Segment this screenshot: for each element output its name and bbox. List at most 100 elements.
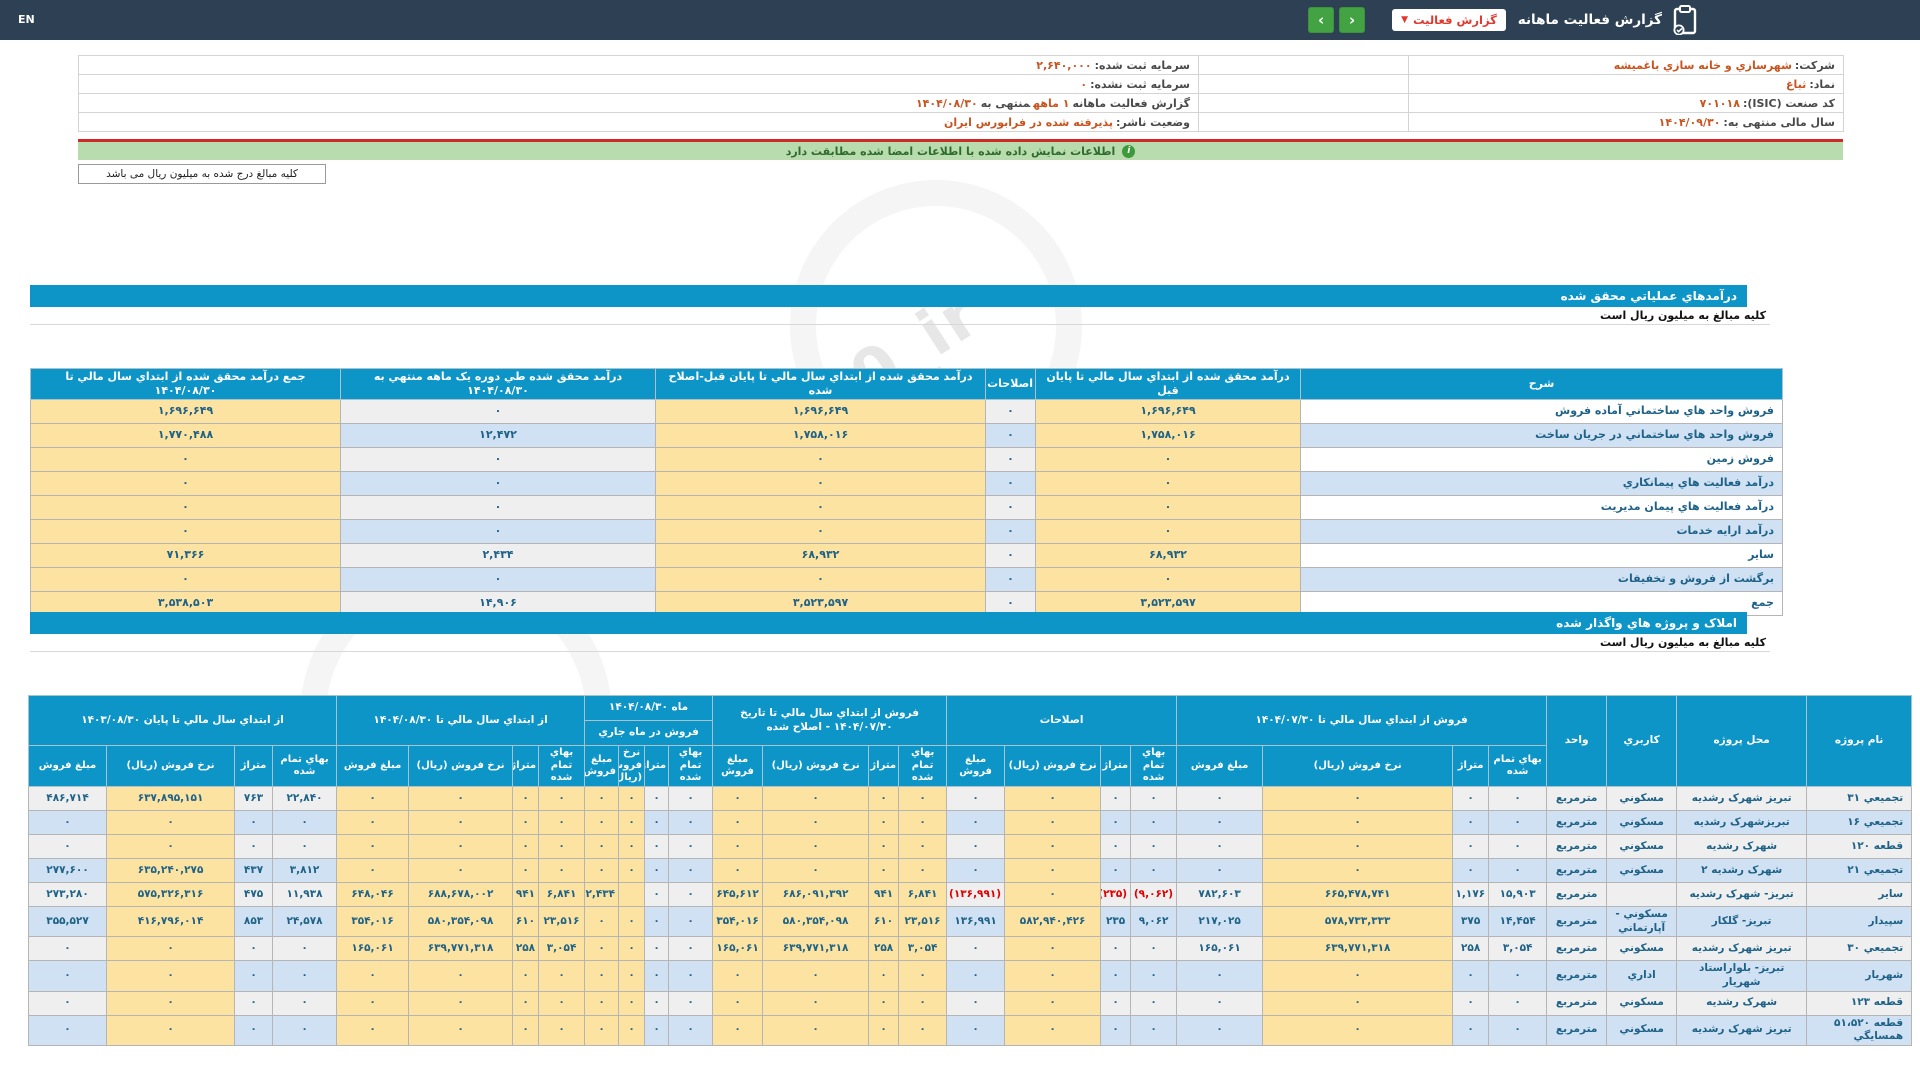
value-cell: ۰ [1035, 470, 1301, 496]
value-cell: ۰ [644, 936, 670, 962]
info-cell: نماد:ثباغ [1408, 74, 1844, 94]
value-cell: ۰ [712, 786, 764, 811]
value-cell: ۳,۵۲۳,۵۹۷ [655, 590, 986, 616]
value-cell: ۰ [1488, 990, 1548, 1016]
value-cell: ۱,۷۷۰,۴۸۸ [30, 422, 341, 448]
column-header: مبلغ فروش [584, 745, 620, 787]
value-cell: ۰ [27, 1014, 108, 1046]
column-header: مبلغ فروش [27, 745, 108, 787]
value-cell: ۰ [644, 834, 670, 859]
column-header: مبلغ فروش [336, 745, 410, 787]
value-cell: ۰ [584, 858, 620, 883]
value-cell: ۶۳۹,۷۷۱,۳۱۸ [762, 936, 870, 962]
company-info-table: شرکت:شهرسازي و خانه سازي باغميشه سرمایه ث… [78, 55, 1844, 132]
value-cell: ۶۱۰ [868, 905, 900, 938]
value-cell: ۰ [655, 494, 986, 520]
project-row: تجميعي ۲۱ شهرک رشديه ۲ مسکوني مترمربع ۰ ۰ ۰ ۰ ۰ ۰… [27, 858, 1913, 883]
project-usage-cell: مسکوني [1606, 810, 1678, 835]
value-cell: ۰ [1100, 960, 1132, 992]
value-cell: ۱۵,۹۰۳ [1488, 882, 1548, 907]
project-unit-cell: مترمربع [1546, 990, 1608, 1016]
value-cell: ۱,۶۹۶,۶۴۹ [30, 398, 341, 424]
value-cell: ۰ [1452, 786, 1490, 811]
value-cell: ساير [1300, 542, 1783, 568]
value-cell: ۲۵۸ [868, 936, 900, 962]
chevron-left-button[interactable]: ‹ [1308, 7, 1335, 33]
value-cell: ۶۳۷,۸۹۵,۱۵۱ [106, 786, 236, 811]
value-cell: ۰ [1035, 566, 1301, 592]
value-cell: ۰ [668, 858, 714, 883]
project-location-cell: شهرک رشديه [1676, 834, 1808, 859]
column-header: جمع درآمد محقق شده از ابتداي سال مالي تا… [30, 368, 341, 400]
info-cell [1198, 93, 1409, 113]
revenue-row: برگشت از فروش و تخفيفات ۰ ۰ ۰ ۰ ۰ [30, 566, 1783, 592]
info-icon: i [1122, 144, 1136, 158]
value-cell: ۰ [106, 810, 236, 835]
value-cell: ۶,۸۴۱ [538, 882, 586, 907]
value-cell: ۰ [1452, 960, 1490, 992]
value-cell: ۲۵۸ [512, 936, 540, 962]
value-cell: ۲۳,۵۱۶ [538, 905, 586, 938]
value-cell: ۰ [30, 446, 341, 472]
value-cell: ۰ [584, 1014, 620, 1046]
revenue-row: درآمد فعاليت هاي پيمانکاري ۰ ۰ ۰ ۰ ۰ [30, 470, 1783, 496]
value-cell: ۰ [898, 834, 948, 859]
report-type-dropdown[interactable]: گزارش فعالیت ▼ [1392, 9, 1506, 31]
value-cell: ۰ [1130, 786, 1178, 811]
value-cell: برگشت از فروش و تخفيفات [1300, 566, 1783, 592]
info-cell [1198, 112, 1409, 132]
revenue-row: فروش واحد هاي ساختماني در جريان ساخت ۱,۷۵… [30, 422, 1783, 448]
value-cell: درآمد فعاليت هاي پيمانکاري [1300, 470, 1783, 496]
value-cell: ۰ [1004, 990, 1102, 1016]
info-row: نماد:ثباغ سرمایه ثبت نشده:۰ [78, 74, 1844, 94]
project-usage-cell [1606, 882, 1678, 907]
chevron-right-icon: › [1348, 11, 1356, 29]
value-cell: ۰ [644, 1014, 670, 1046]
value-cell: ۰ [1488, 834, 1548, 859]
value-cell: ۲۲,۸۴۰ [272, 786, 338, 811]
value-cell: ۰ [584, 834, 620, 859]
value-cell: ۰ [985, 590, 1036, 616]
value-cell: ۰ [30, 518, 341, 544]
value-cell: ۰ [512, 834, 540, 859]
project-location-cell: شهرک رشديه ۲ [1676, 858, 1808, 883]
value-cell: ۰ [668, 990, 714, 1016]
project-row: قطعه ۵۱،۵۲۰ همسايگي تبريز شهرک رشديه مسکون… [27, 1014, 1913, 1046]
value-cell: ۰ [408, 810, 514, 835]
value-cell: ۰ [668, 810, 714, 835]
value-cell: ۰ [1262, 834, 1454, 859]
clipboard-icon [1672, 5, 1698, 36]
project-usage-cell: مسکوني [1606, 1014, 1678, 1046]
value-cell: ۰ [644, 810, 670, 835]
value-cell: ۰ [336, 990, 410, 1016]
column-header: کاربري [1606, 695, 1678, 787]
section-subtitle-units: کلیه مبالغ به میلیون ریال است [30, 634, 1770, 652]
column-header: متراژ [868, 745, 900, 787]
project-name-cell: قطعه ۱۲۳ [1806, 990, 1913, 1016]
column-header: واحد [1546, 695, 1608, 787]
value-cell: ۰ [946, 858, 1006, 883]
value-cell: ۰ [1004, 882, 1102, 907]
value-cell: ۶۸,۹۳۲ [655, 542, 986, 568]
value-cell: ۰ [985, 398, 1036, 424]
value-cell: ۰ [1035, 446, 1301, 472]
value-cell: ۰ [584, 810, 620, 835]
project-unit-cell: مترمربع [1546, 810, 1608, 835]
value-cell: ۲۴,۵۷۸ [272, 905, 338, 938]
value-cell: ۰ [1130, 936, 1178, 962]
value-cell: ۰ [668, 834, 714, 859]
value-cell: ۴۸۶,۷۱۴ [27, 786, 108, 811]
value-cell: ۰ [868, 786, 900, 811]
chevron-right-button[interactable]: › [1339, 7, 1366, 33]
value-cell: ۵۷۵,۳۲۶,۳۱۶ [106, 882, 236, 907]
value-cell: ۰ [1100, 810, 1132, 835]
info-cell: سرمایه ثبت شده:۲,۶۴۰,۰۰۰ [78, 55, 1199, 75]
section-title-transferred-projects: املاک و پروژه هاي واگذار شده [30, 612, 1747, 634]
revenue-table-header-row: شرح درآمد محقق شده از ابتداي سال مالي تا… [30, 368, 1783, 400]
value-cell: ۰ [340, 398, 656, 424]
projects-header-measures: بهاي تمام شده متراژ نرخ فروش (ريال) مبلغ… [27, 745, 1912, 787]
project-usage-cell: مسکوني [1606, 834, 1678, 859]
red-divider [78, 139, 1843, 142]
language-toggle-en[interactable]: EN [18, 13, 35, 26]
